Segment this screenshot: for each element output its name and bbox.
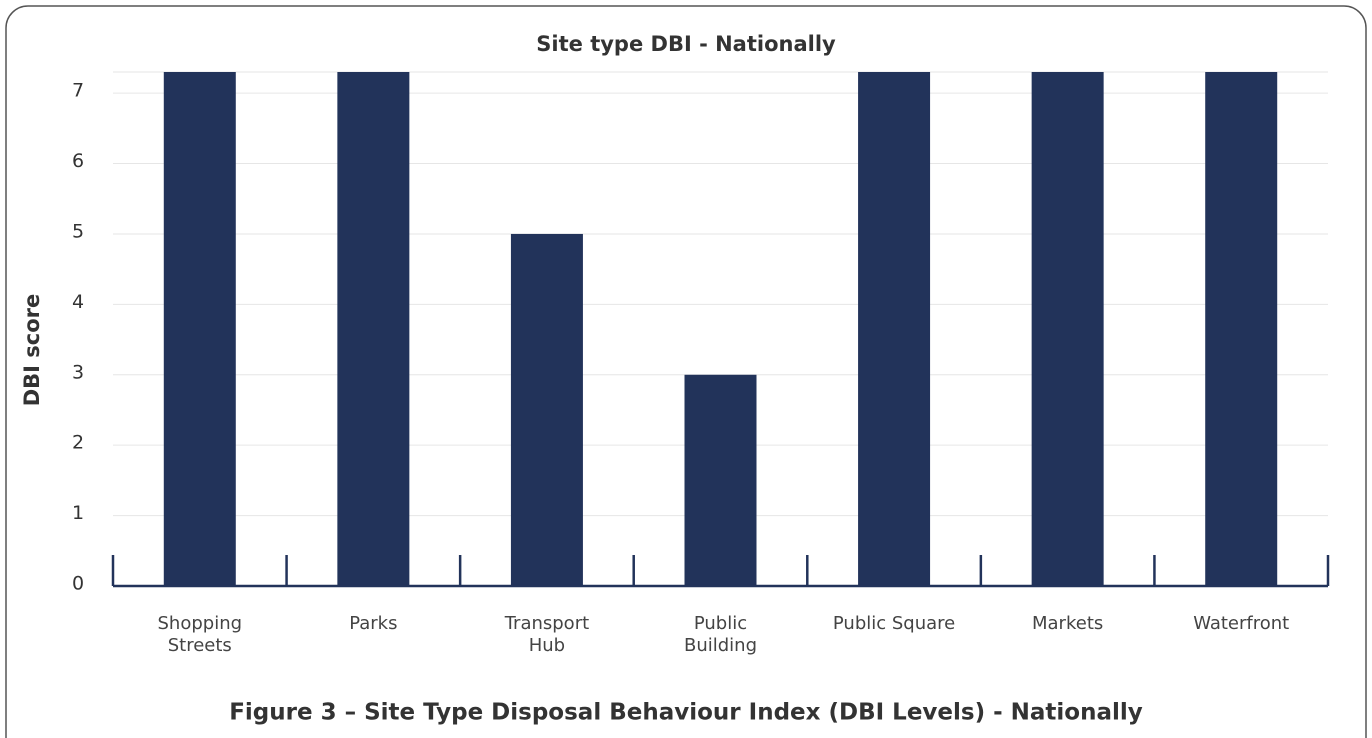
bar [1205, 72, 1278, 586]
bar [684, 374, 757, 586]
x-tick-label: Waterfront [1193, 613, 1290, 634]
x-tick-label: Public Square [832, 613, 956, 634]
y-axis-label: DBI score [20, 294, 44, 407]
y-tick-label: 6 [72, 150, 84, 172]
bar [1031, 72, 1104, 586]
x-tick-label: Public Building [683, 613, 758, 656]
caption: Figure 3 – Site Type Disposal Behaviour … [229, 700, 1143, 726]
bar [337, 72, 410, 586]
x-tick-label: Parks [349, 613, 398, 634]
y-tick-label: 3 [72, 361, 84, 383]
y-tick-label: 1 [72, 502, 84, 524]
y-tick-label: 0 [72, 573, 84, 595]
bar [510, 233, 583, 587]
x-tick-label: Shopping Streets [157, 613, 243, 656]
bar [163, 72, 236, 586]
y-tick-label: 5 [72, 220, 84, 242]
y-tick-label: 7 [72, 80, 84, 102]
y-tick-label: 2 [72, 432, 84, 454]
x-tick-label: Transport Hub [504, 613, 590, 656]
bar [858, 72, 931, 586]
frame [5, 5, 1367, 738]
chart-title: Site type DBI - Nationally [536, 32, 836, 56]
y-tick-label: 4 [72, 291, 84, 313]
x-tick-label: Markets [1032, 613, 1104, 634]
